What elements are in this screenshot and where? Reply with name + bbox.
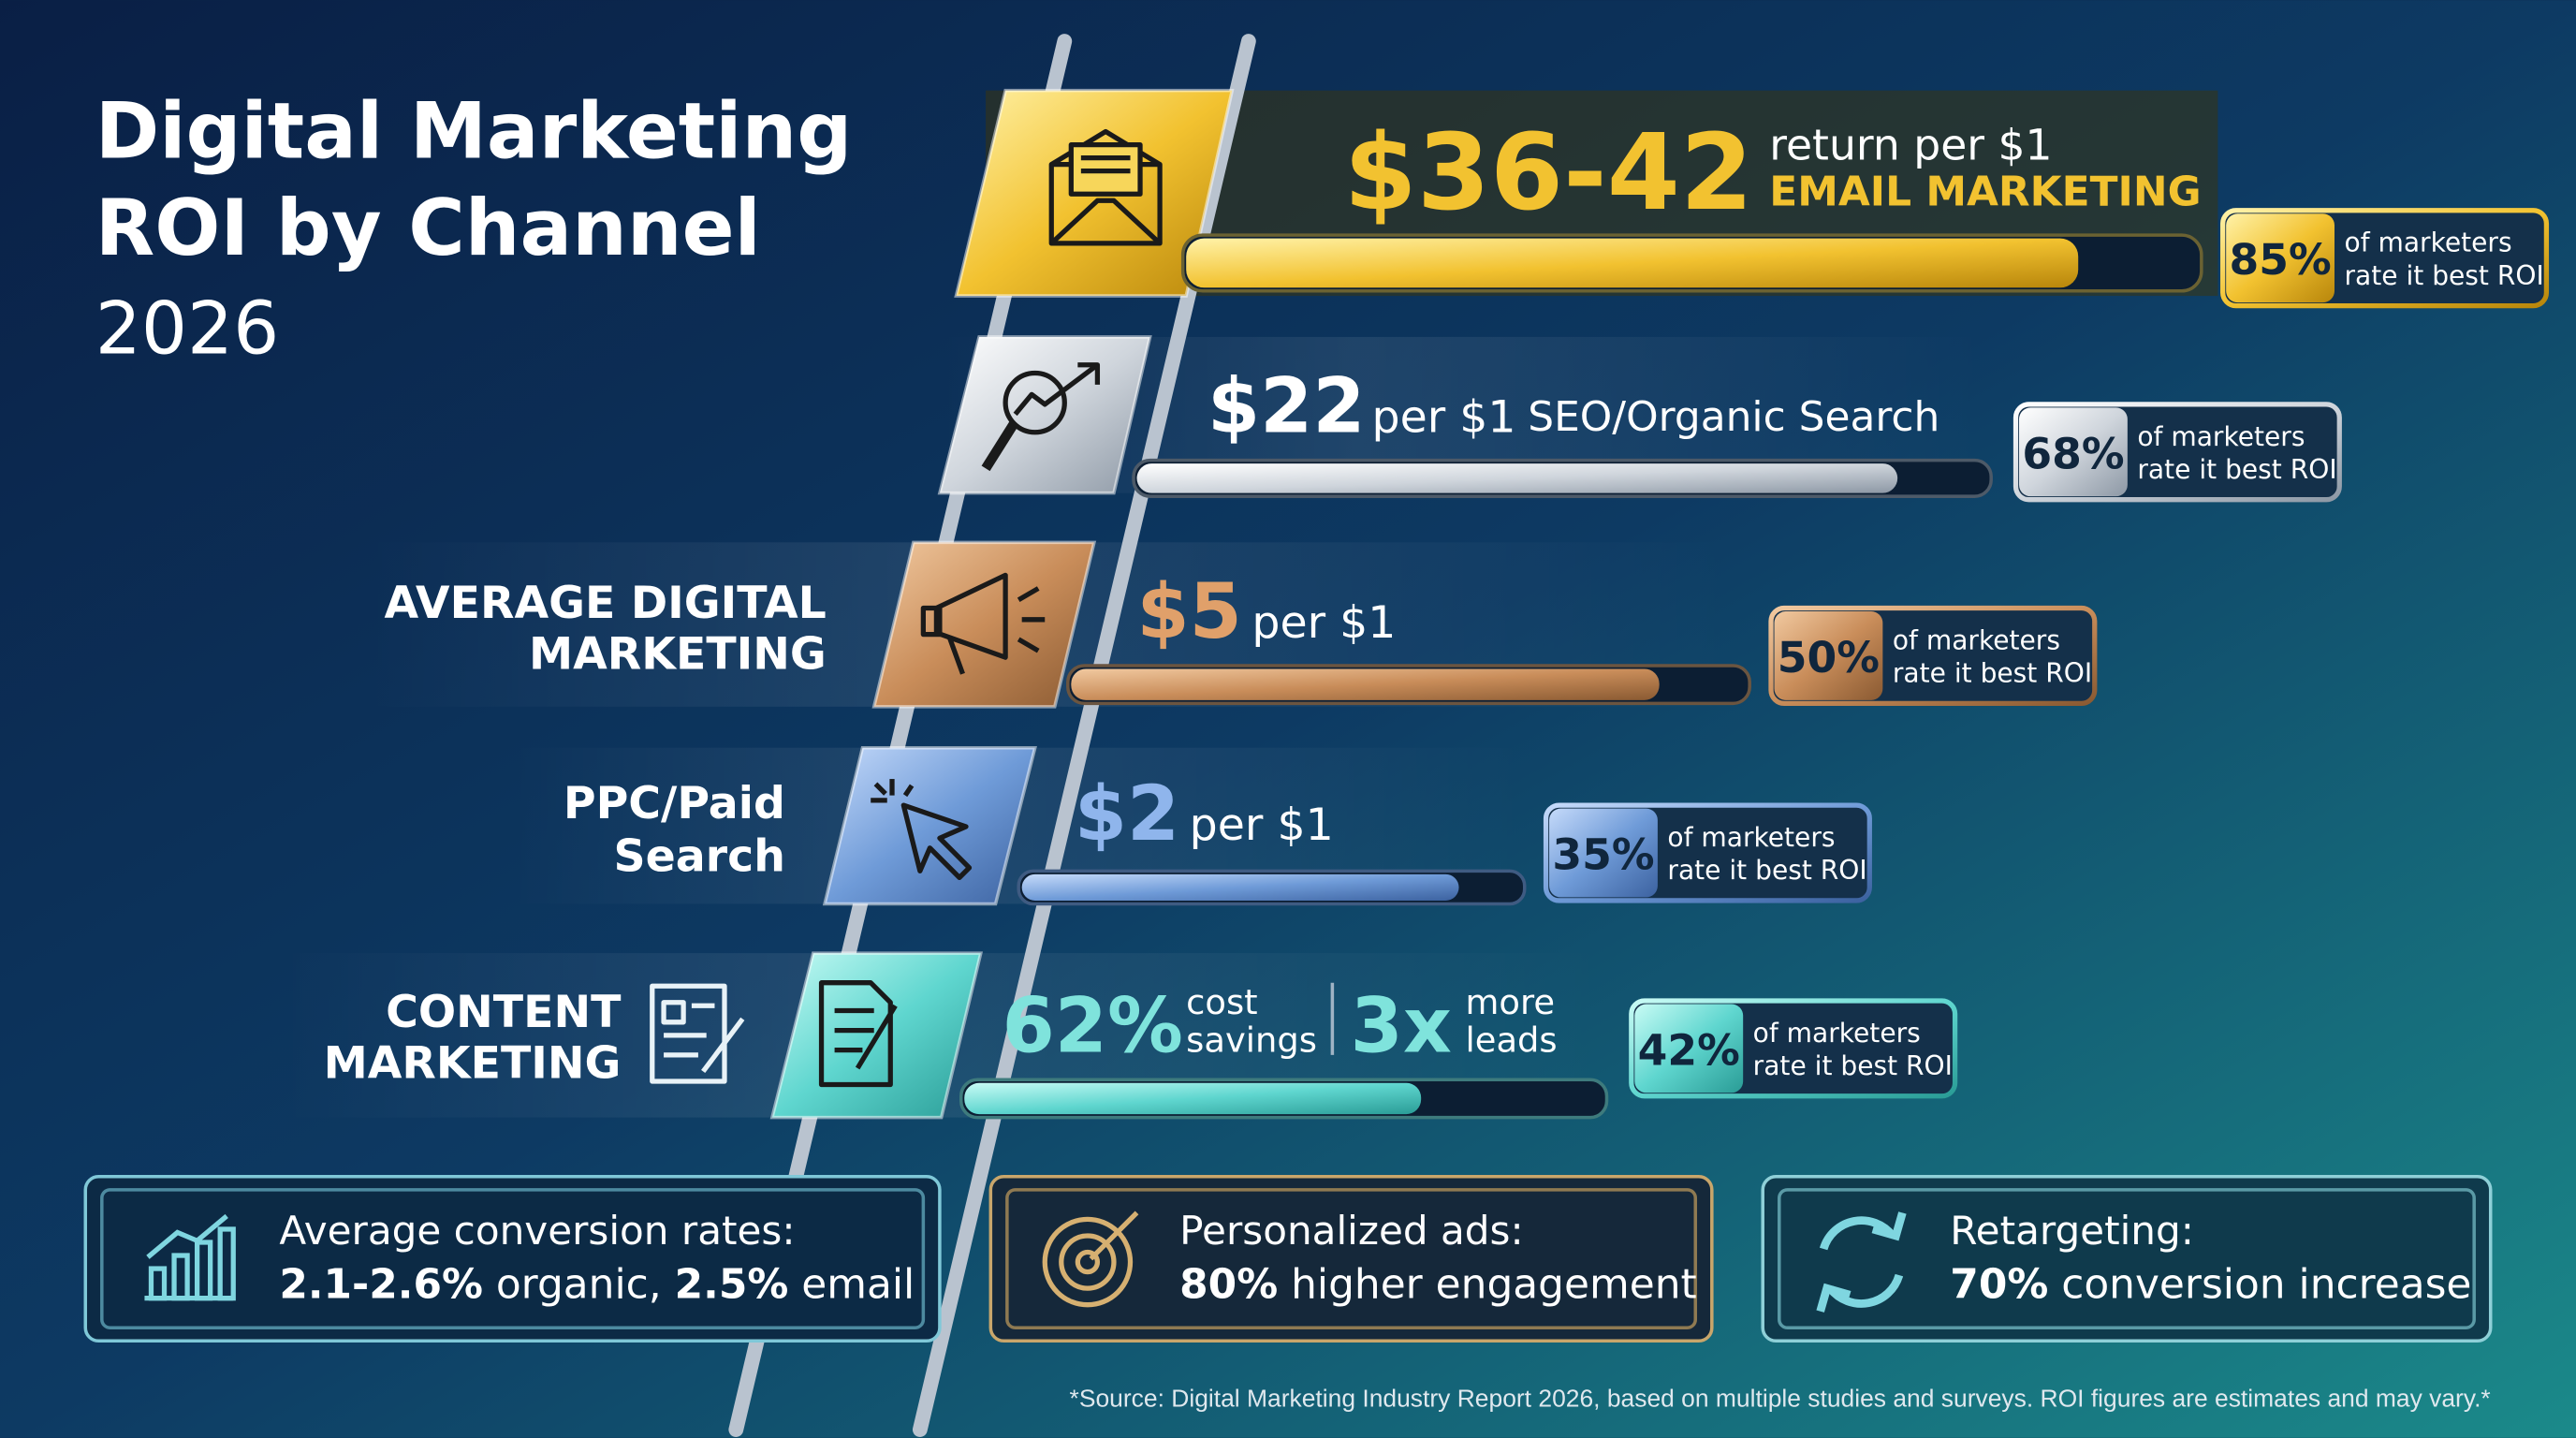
roi-note: return per $1 — [1769, 120, 2052, 169]
badge-chip — [1549, 808, 1658, 898]
badge-note: rate it best ROI — [2345, 260, 2544, 291]
badge-value: 85% — [2229, 235, 2331, 285]
badge-note: rate it best ROI — [1753, 1050, 1953, 1081]
card-heading: Average conversion rates: — [279, 1208, 795, 1254]
badge-chip — [2226, 213, 2334, 303]
card-heading: Personalized ads: — [1179, 1208, 1523, 1254]
chart-icon — [144, 1213, 236, 1301]
card-heading: Retargeting: — [1950, 1208, 2194, 1254]
roi-note: per $1 — [1190, 800, 1334, 851]
cursor-icon — [871, 779, 973, 880]
card-text: email — [788, 1261, 915, 1309]
badge-note: of marketers — [1753, 1018, 1921, 1049]
stat-note: more — [1466, 982, 1555, 1022]
card-emphasis: 2.1-2.6% — [279, 1261, 483, 1309]
stat-value: 3x — [1351, 982, 1452, 1070]
stat-note: cost — [1186, 982, 1257, 1022]
badge-note: of marketers — [1893, 624, 2060, 655]
stat-value: 62% — [1003, 982, 1183, 1070]
card-icons — [144, 1211, 1907, 1313]
badge-note: rate it best ROI — [1893, 658, 2092, 689]
channel-name: EMAIL MARKETING — [1769, 169, 2201, 216]
progress-bars — [959, 233, 2203, 1120]
badge-value: 50% — [1778, 633, 1880, 682]
footnote: *Source: Digital Marketing Industry Repo… — [1070, 1385, 2491, 1413]
channel-name: CONTENT — [386, 987, 622, 1038]
card-body: 80% higher engagement — [1179, 1261, 1697, 1309]
badge-value: 35% — [1552, 830, 1654, 880]
roi-note: per $1 — [1251, 597, 1396, 649]
title-line: Digital Marketing — [95, 87, 852, 177]
card-text: organic, — [483, 1261, 675, 1309]
content-icon — [650, 983, 745, 1084]
title-line: ROI by Channel — [95, 183, 761, 273]
badge-value: 42% — [1638, 1025, 1740, 1075]
card-text: higher engagement — [1278, 1261, 1697, 1309]
roi-note: per $1 — [1372, 392, 1516, 444]
roi-value: $22 — [1208, 363, 1366, 451]
stat-note: leads — [1466, 1020, 1558, 1060]
document-icon — [818, 980, 898, 1088]
megaphone-icon — [920, 572, 1046, 675]
stat-note: savings — [1186, 1020, 1317, 1060]
envelope-icon — [1048, 128, 1163, 246]
highlight-cards — [83, 1175, 2493, 1343]
roi-value: $5 — [1137, 568, 1242, 656]
badge-note: rate it best ROI — [1667, 855, 1866, 886]
card-emphasis: 70% — [1950, 1261, 2048, 1309]
search-icon — [981, 362, 1101, 472]
channel-name: Search — [614, 830, 785, 882]
badge-note: of marketers — [1667, 822, 1835, 853]
badge-note: rate it best ROI — [2137, 454, 2336, 485]
icons — [650, 128, 1163, 1088]
channel-name: PPC/Paid — [564, 778, 785, 829]
refresh-icon — [1816, 1211, 1907, 1313]
card-body: 2.1-2.6% organic, 2.5% email — [279, 1261, 915, 1309]
roi-value: $2 — [1075, 770, 1179, 858]
badge-note: of marketers — [2137, 421, 2305, 452]
roi-value: $36-42 — [1344, 112, 1753, 234]
channel-name: MARKETING — [324, 1037, 622, 1089]
card-emphasis: 80% — [1179, 1261, 1278, 1309]
badge-note: of marketers — [2345, 227, 2512, 258]
channel-name: SEO/Organic Search — [1528, 393, 1939, 441]
badge-chip — [1634, 1004, 1744, 1093]
target-icon — [1042, 1211, 1139, 1308]
badge-value: 68% — [2022, 429, 2124, 478]
channel-name: AVERAGE DIGITAL — [384, 578, 826, 629]
card-body: 70% conversion increase — [1950, 1261, 2471, 1309]
channel-name: MARKETING — [529, 628, 827, 680]
card-emphasis: 2.5% — [675, 1261, 789, 1309]
title-year: 2026 — [95, 286, 280, 371]
badge-chip — [2019, 407, 2128, 497]
card-text: conversion increase — [2048, 1261, 2471, 1309]
badge-chip — [1774, 611, 1883, 700]
